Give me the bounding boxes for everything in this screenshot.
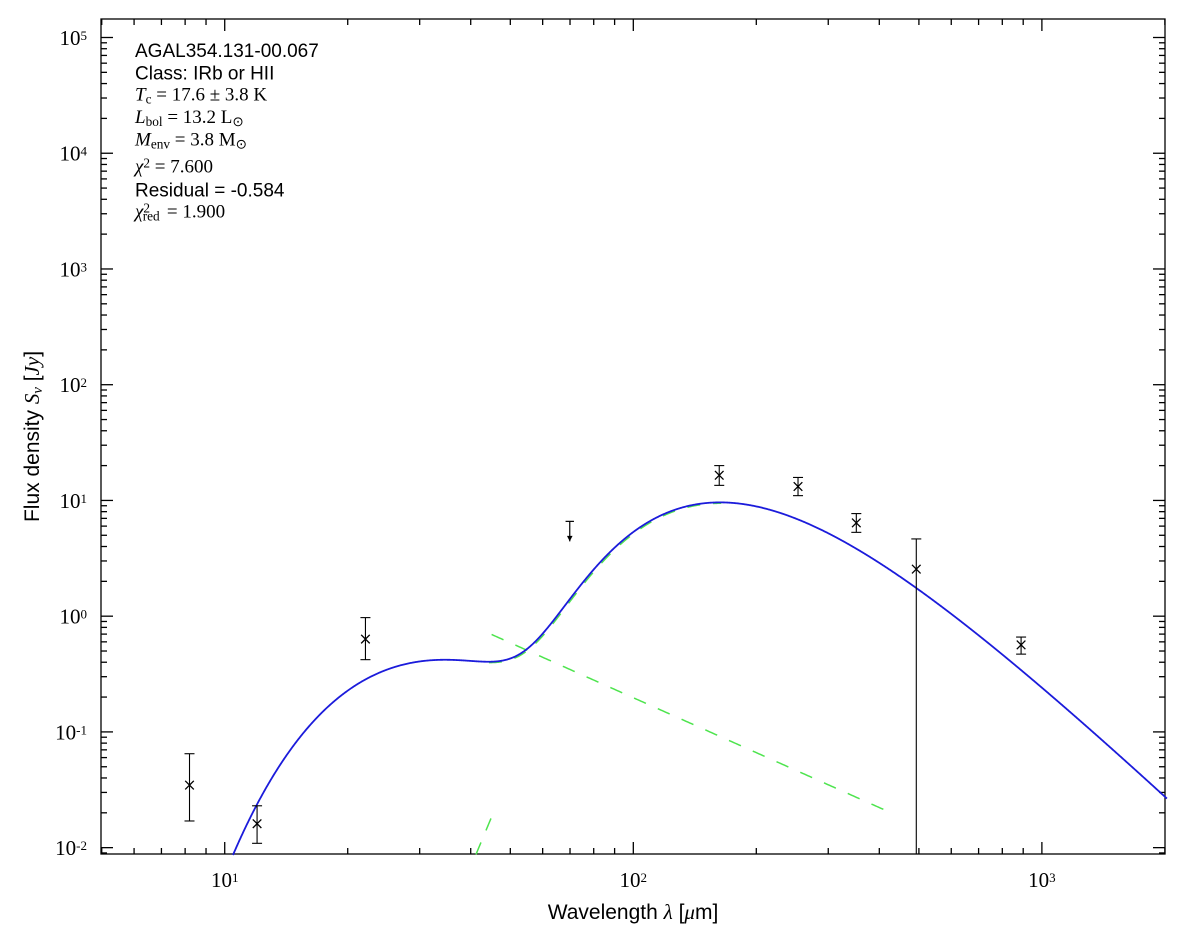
svg-text:102: 102 (620, 868, 648, 892)
svg-text:103: 103 (60, 258, 88, 282)
svg-text:Lbol = 13.2 L⊙: Lbol = 13.2 L⊙ (134, 107, 244, 129)
svg-text:Flux density Sν [Jy]: Flux density Sν [Jy] (20, 351, 46, 522)
svg-text:101: 101 (60, 489, 88, 513)
svg-text:105: 105 (60, 26, 88, 50)
svg-text:100: 100 (60, 605, 88, 629)
svg-text:102: 102 (60, 373, 88, 397)
svg-text:Class: IRb or HII: Class: IRb or HII (135, 64, 274, 85)
svg-text:Residual = -0.584: Residual = -0.584 (135, 180, 285, 201)
svg-text:101: 101 (211, 868, 239, 892)
svg-text:χ2 = 7.600: χ2 = 7.600 (133, 156, 213, 178)
svg-text:χ2red = 1.900: χ2red = 1.900 (133, 201, 225, 223)
svg-text:10-1: 10-1 (55, 720, 87, 744)
svg-text:103: 103 (1028, 868, 1056, 892)
svg-text:104: 104 (60, 142, 88, 166)
svg-text:Menv = 3.8 M⊙: Menv = 3.8 M⊙ (134, 129, 247, 151)
svg-text:Wavelength λ [μm]: Wavelength λ [μm] (548, 900, 719, 924)
svg-text:Tc = 17.6 ± 3.8 K: Tc = 17.6 ± 3.8 K (135, 85, 267, 107)
svg-text:AGAL354.131-00.067: AGAL354.131-00.067 (135, 41, 319, 62)
svg-text:10-2: 10-2 (55, 836, 87, 860)
